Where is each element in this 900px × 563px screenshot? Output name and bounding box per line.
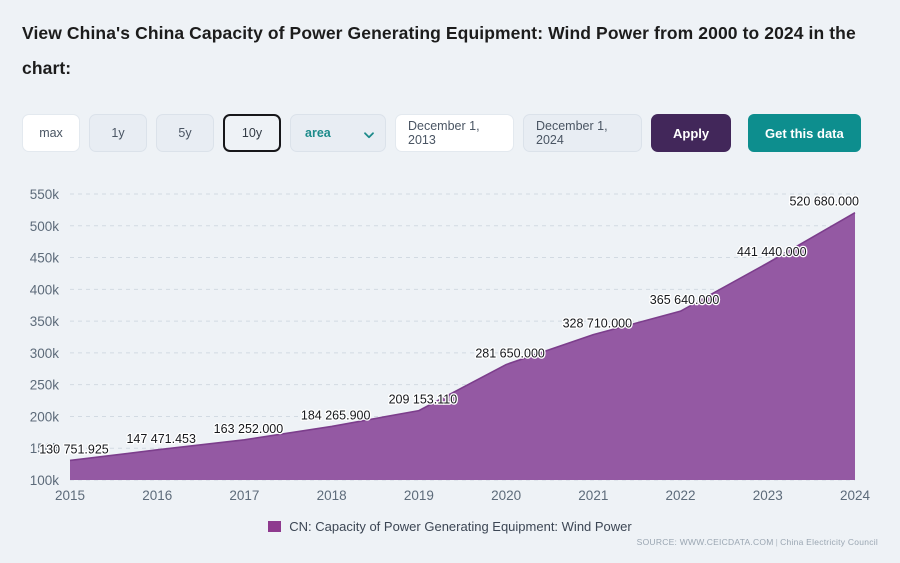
series-area-fill[interactable] bbox=[70, 212, 855, 480]
y-axis-tick-label: 200k bbox=[30, 409, 60, 424]
page-title: View China's China Capacity of Power Gen… bbox=[22, 23, 856, 78]
source-prefix: SOURCE: WWW.CEICDATA.COM bbox=[636, 537, 774, 547]
chart-legend: CN: Capacity of Power Generating Equipme… bbox=[0, 519, 900, 534]
y-axis-tick-label: 300k bbox=[30, 346, 60, 361]
y-axis-tick-label: 350k bbox=[30, 314, 60, 329]
chart-type-select[interactable]: area bbox=[290, 114, 386, 152]
data-point-label: 147 471.453 bbox=[126, 432, 196, 446]
y-axis-tick-label: 100k bbox=[30, 473, 60, 488]
x-axis-tick-label: 2021 bbox=[578, 488, 608, 503]
chart-point-labels: 130 751.925 147 471.453 163 252.000 184 265… bbox=[38, 193, 860, 457]
y-axis-tick-label: 500k bbox=[30, 219, 60, 234]
source-separator: | bbox=[775, 537, 779, 547]
date-from-value: December 1, 2013 bbox=[408, 119, 480, 147]
area-chart[interactable]: 100k 150k 200k 250k 300k 350k 400k 450k 500k 550k… bbox=[0, 180, 900, 510]
range-button-1y[interactable]: 1y bbox=[89, 114, 147, 152]
x-axis-tick-label: 2018 bbox=[317, 488, 347, 503]
x-axis-tick-label: 2016 bbox=[142, 488, 172, 503]
y-axis-tick-label: 250k bbox=[30, 378, 60, 393]
date-to-value: December 1, 2024 bbox=[536, 119, 608, 147]
range-button-5y-label: 5y bbox=[178, 126, 192, 140]
data-point-label: 520 680.000 bbox=[789, 195, 859, 209]
y-axis-tick-label: 550k bbox=[30, 187, 60, 202]
y-axis-tick-label: 400k bbox=[30, 282, 60, 297]
range-button-max-label: max bbox=[39, 126, 63, 140]
y-axis-tick-label: 150k bbox=[30, 441, 60, 456]
data-point-label: 365 640.000 bbox=[650, 293, 720, 307]
chart-source-note: SOURCE: WWW.CEICDATA.COM | China Electrici… bbox=[637, 537, 878, 547]
range-button-5y[interactable]: 5y bbox=[156, 114, 214, 152]
data-point-label: 184 265.900 bbox=[301, 408, 371, 422]
chart-type-select-value: area bbox=[305, 126, 331, 140]
data-point-label: 328 710.000 bbox=[563, 317, 633, 331]
date-from-input[interactable]: December 1, 2013 bbox=[395, 114, 514, 152]
x-axis-tick-label: 2015 bbox=[55, 488, 85, 503]
chart-x-axis: 2015 2016 2017 2018 2019 2020 2021 2022 2023 2024 bbox=[55, 488, 871, 503]
x-axis-tick-label: 2019 bbox=[404, 488, 434, 503]
range-button-max[interactable]: max bbox=[22, 114, 80, 152]
x-axis-tick-label: 2022 bbox=[666, 488, 696, 503]
chart-container: 100k 150k 200k 250k 300k 350k 400k 450k 500k 550k… bbox=[0, 180, 900, 510]
get-this-data-button[interactable]: Get this data bbox=[748, 114, 861, 152]
chart-area-series bbox=[69, 211, 856, 480]
x-axis-tick-label: 2024 bbox=[840, 488, 871, 503]
data-point-label: 209 153.110 bbox=[389, 393, 458, 407]
legend-color-swatch bbox=[268, 521, 282, 532]
data-point-label: 441 440.000 bbox=[737, 245, 807, 259]
chart-y-axis: 100k 150k 200k 250k 300k 350k 400k 450k 500k 550k bbox=[30, 187, 60, 488]
source-suffix: China Electricity Council bbox=[780, 537, 878, 547]
range-button-10y[interactable]: 10y bbox=[223, 114, 281, 152]
legend-item-label: CN: Capacity of Power Generating Equipme… bbox=[289, 519, 632, 534]
data-point-label: 163 252.000 bbox=[214, 422, 284, 436]
data-point-label: 281 650.000 bbox=[475, 347, 545, 361]
y-axis-tick-label: 450k bbox=[30, 251, 60, 266]
range-button-10y-label: 10y bbox=[241, 126, 263, 140]
x-axis-tick-label: 2017 bbox=[229, 488, 259, 503]
chevron-down-icon bbox=[363, 128, 374, 139]
data-point-label: 130 751.925 bbox=[39, 442, 109, 456]
x-axis-tick-label: 2023 bbox=[753, 488, 783, 503]
chart-toolbar: max 1y 5y 10y area December 1, 2013 Dece… bbox=[22, 114, 732, 152]
apply-button[interactable]: Apply bbox=[651, 114, 732, 152]
x-axis-tick-label: 2020 bbox=[491, 488, 521, 503]
date-to-input[interactable]: December 1, 2024 bbox=[523, 114, 642, 152]
range-button-1y-label: 1y bbox=[111, 126, 125, 140]
series-line bbox=[69, 211, 856, 462]
